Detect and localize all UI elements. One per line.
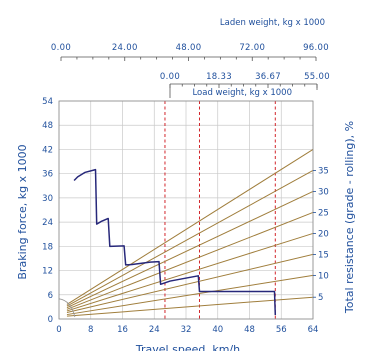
y-tick-label: 42	[42, 145, 53, 155]
y2-tick-label: 15	[318, 250, 329, 260]
top-scale-1-tick-label: 96.00	[303, 43, 329, 53]
x-tick-label: 64	[308, 325, 319, 335]
x-tick-label: 40	[212, 325, 223, 335]
resistance-lines	[58, 149, 314, 318]
y2-tick-label: 5	[318, 293, 323, 303]
x-tick-label: 32	[181, 325, 192, 335]
x-tick-label: 24	[149, 325, 160, 335]
top-scale-2-tick-label: 36.67	[255, 72, 281, 82]
x-tick-label: 8	[88, 325, 93, 335]
x-tick-label: 0	[56, 325, 61, 335]
y-tick-label: 36	[42, 170, 53, 180]
resistance-line	[66, 190, 314, 309]
y2-tick-label: 30	[318, 187, 329, 197]
y-tick-label: 48	[42, 121, 53, 131]
y2-tick-label: 35	[318, 166, 329, 176]
origin-arc	[58, 298, 76, 318]
resistance-line	[66, 296, 314, 317]
x-axis-label: Travel speed, km/h	[135, 343, 240, 351]
y2-axis-label: Total resistance (grade - rolling), %	[343, 121, 356, 314]
resistance-line	[66, 211, 314, 310]
x-tick-label: 16	[117, 325, 128, 335]
resistance-line	[66, 274, 314, 316]
top-scale-2-tick-label: 55.00	[304, 72, 330, 82]
y2-tick-label: 25	[318, 208, 329, 218]
y2-tick-label: 10	[318, 271, 329, 281]
top-scale-1-tick-label: 0.00	[51, 43, 71, 53]
tick-labels: 0 6 12 18 24 30 36 42 48 54 0 8 16 24 32 40 48 56 64 5 10 15 2…	[42, 43, 330, 335]
resistance-line	[66, 253, 314, 314]
top-scale-1-tick-label: 72.00	[239, 43, 265, 53]
y-tick-label: 0	[48, 315, 53, 325]
resistance-line	[66, 169, 314, 307]
braking-curve	[73, 168, 277, 315]
reference-lines	[164, 101, 276, 319]
y-tick-label: 54	[42, 97, 53, 107]
top-scale-2-tick-label: 0.00	[160, 72, 180, 82]
x-tick-label: 56	[276, 325, 287, 335]
y-tick-label: 18	[42, 242, 53, 252]
y-tick-label: 24	[42, 218, 53, 228]
top-scale-1-tick-label: 48.00	[176, 43, 202, 53]
resistance-line	[66, 232, 314, 312]
top-scale-2-label: Load weight, kg x 1000	[192, 88, 292, 98]
y-tick-label: 6	[48, 291, 53, 301]
braking-curve-line	[73, 168, 277, 315]
y2-tick-label: 20	[318, 229, 329, 239]
y-axis-label: Braking force, kg x 1000	[16, 144, 29, 279]
top-scale-1-tick-label: 24.00	[112, 43, 138, 53]
resistance-line	[66, 149, 314, 305]
top-scale-2-tick-label: 18.33	[206, 72, 232, 82]
top-scale-1-label: Laden weight, kg x 1000	[220, 18, 325, 28]
plot-frame	[58, 100, 314, 320]
y-tick-label: 30	[42, 194, 53, 204]
y-tick-label: 12	[42, 267, 53, 277]
x-tick-label: 48	[244, 325, 255, 335]
chart-axes	[58, 56, 318, 320]
